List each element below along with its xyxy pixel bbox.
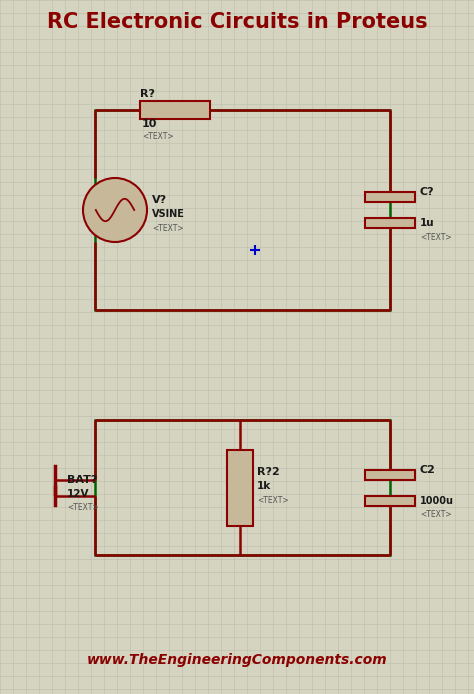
Text: 1u: 1u <box>420 218 435 228</box>
Circle shape <box>83 178 147 242</box>
Text: <TEXT>: <TEXT> <box>420 232 452 242</box>
Text: 12V: 12V <box>67 489 90 498</box>
Text: BAT?: BAT? <box>67 475 97 484</box>
Text: <TEXT>: <TEXT> <box>152 223 183 232</box>
Text: C2: C2 <box>420 464 436 475</box>
Text: V?: V? <box>152 195 167 205</box>
Text: <TEXT>: <TEXT> <box>67 503 99 512</box>
Text: C?: C? <box>420 187 435 197</box>
Text: VSINE: VSINE <box>152 209 185 219</box>
Bar <box>365 218 415 228</box>
Bar <box>365 496 415 505</box>
Bar <box>140 101 210 119</box>
Text: RC Electronic Circuits in Proteus: RC Electronic Circuits in Proteus <box>46 12 428 32</box>
Text: 1k: 1k <box>257 480 271 491</box>
Text: <TEXT>: <TEXT> <box>257 496 289 505</box>
Text: <TEXT>: <TEXT> <box>420 510 452 519</box>
Bar <box>365 470 415 480</box>
Text: www.TheEngineeringComponents.com: www.TheEngineeringComponents.com <box>87 653 387 667</box>
Text: 1000u: 1000u <box>420 496 454 505</box>
Bar <box>365 192 415 202</box>
Text: R?2: R?2 <box>257 466 280 477</box>
Bar <box>95 420 390 555</box>
Bar <box>95 110 390 310</box>
Text: R?: R? <box>140 89 155 99</box>
Bar <box>227 450 253 525</box>
Text: 10: 10 <box>142 119 157 129</box>
Text: <TEXT>: <TEXT> <box>142 131 173 140</box>
